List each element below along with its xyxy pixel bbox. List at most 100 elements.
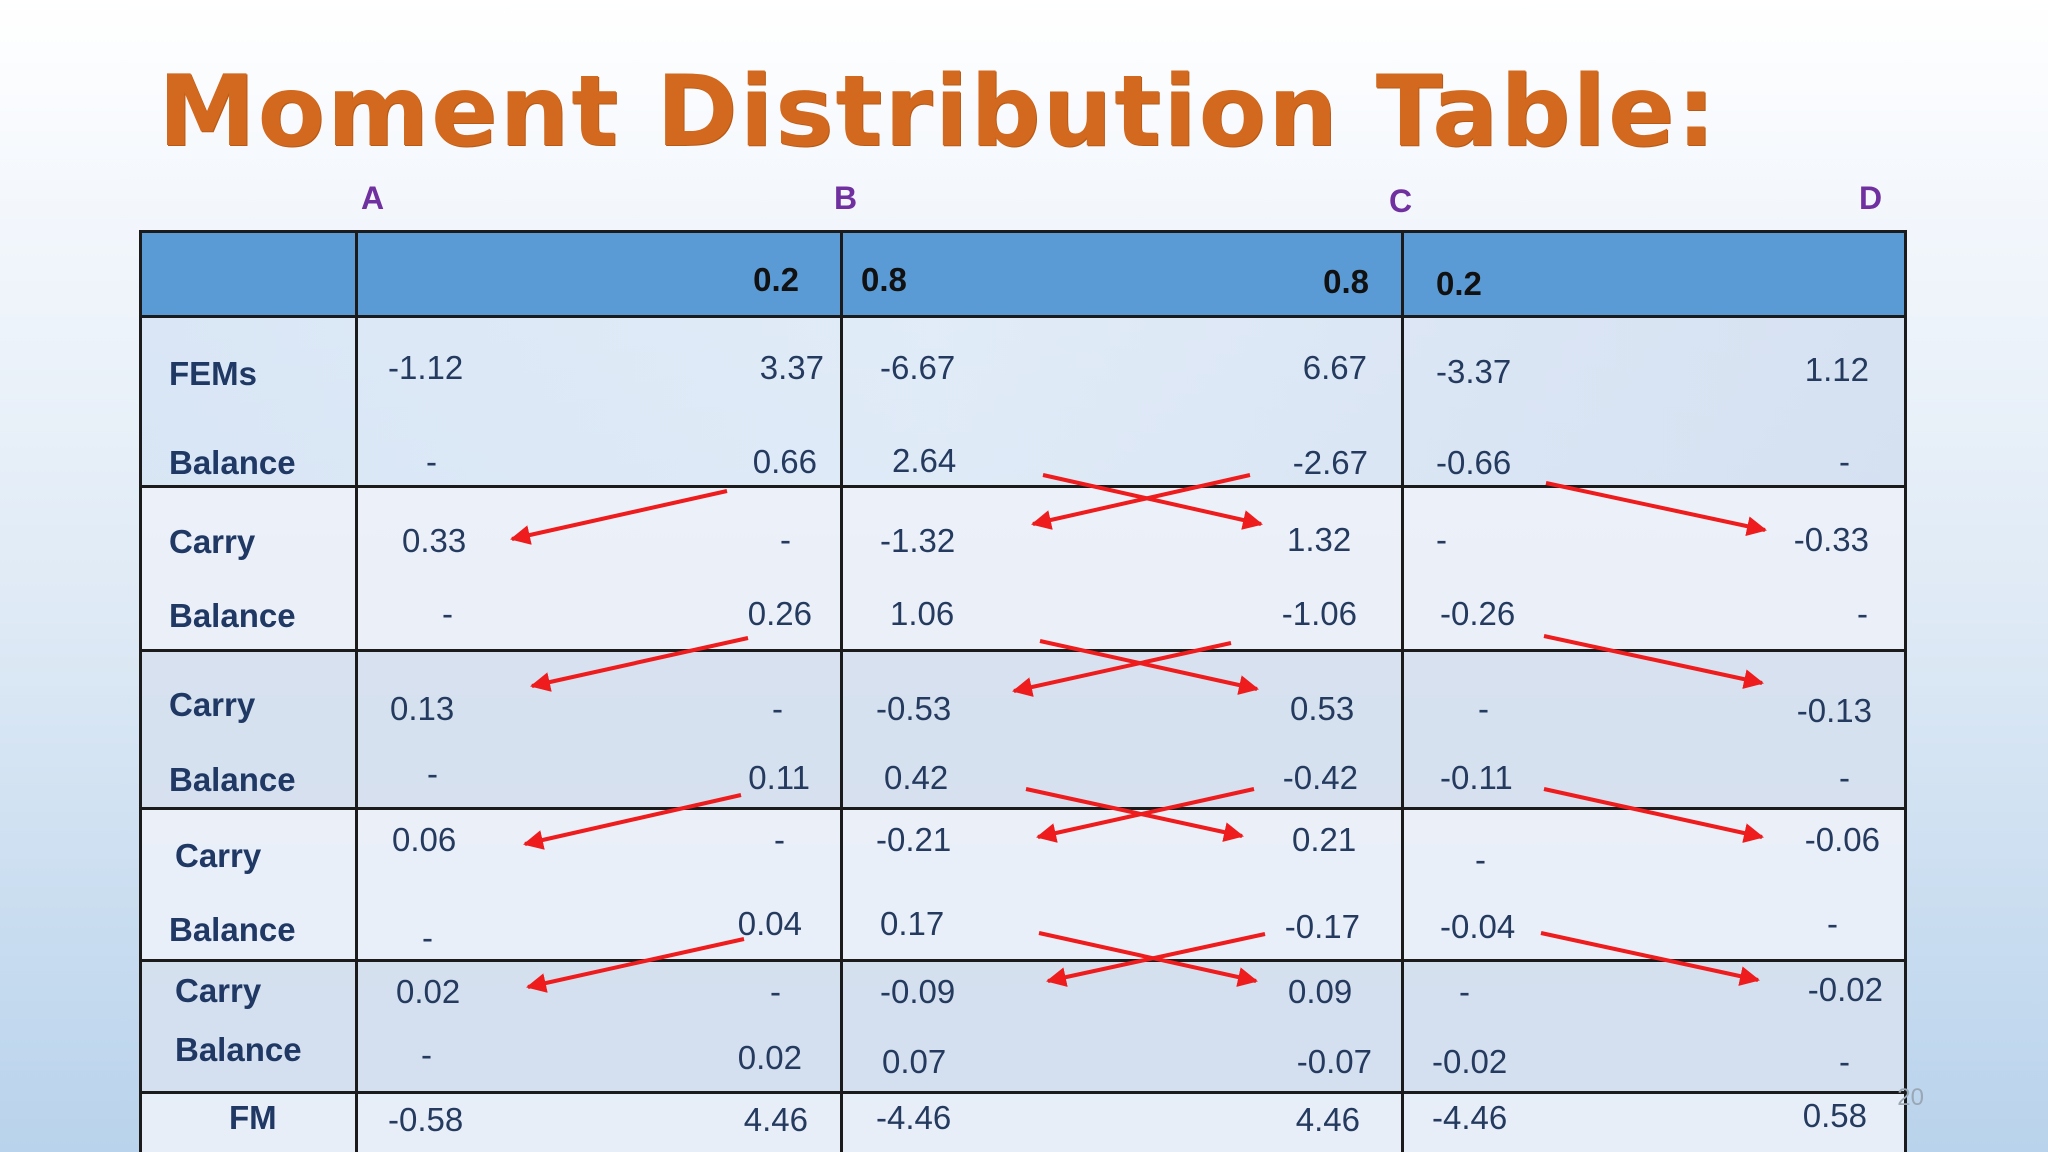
value-cell: -0.11 bbox=[1440, 759, 1513, 796]
row-divider bbox=[139, 485, 1907, 488]
column-divider bbox=[355, 230, 358, 1152]
row-label-fems: FEMs bbox=[169, 355, 258, 392]
value-cell: 0.04 bbox=[737, 905, 802, 942]
df-ab: 0.2 bbox=[753, 261, 799, 298]
value-cell: -0.02 bbox=[1432, 1043, 1508, 1080]
joint-label-b: B bbox=[834, 180, 858, 216]
value-cell: -4.46 bbox=[876, 1099, 952, 1136]
value-cell: - bbox=[1827, 905, 1838, 942]
table-border-right bbox=[1904, 230, 1907, 1152]
value-cell: 0.33 bbox=[402, 522, 467, 559]
value-cell: - bbox=[780, 521, 791, 558]
value-cell: 4.46 bbox=[1295, 1101, 1360, 1138]
row-band-5 bbox=[139, 960, 1907, 1092]
value-cell: 0.07 bbox=[882, 1043, 947, 1080]
carry-arrow bbox=[1545, 481, 1767, 537]
row-band-6 bbox=[139, 1092, 1907, 1152]
row-label-balance: Balance bbox=[169, 444, 296, 481]
value-cell: -0.66 bbox=[1436, 444, 1512, 481]
value-cell: 0.02 bbox=[396, 973, 461, 1010]
slide-title: Moment Distribution Table: bbox=[158, 55, 1718, 169]
row-label-carry: Carry bbox=[169, 523, 256, 560]
value-cell: 1.06 bbox=[890, 595, 955, 632]
carry-arrow bbox=[1039, 639, 1259, 695]
moment-distribution-table: 0.2 0.8 0.8 0.2 FEMs Balance Carry Balan… bbox=[139, 230, 1907, 1152]
row-divider bbox=[139, 807, 1907, 810]
value-cell: -2.67 bbox=[1292, 444, 1368, 481]
table-border-left bbox=[139, 230, 142, 1152]
row-label-balance: Balance bbox=[169, 761, 296, 798]
value-cell: 0.66 bbox=[752, 443, 817, 480]
value-cell: - bbox=[1478, 690, 1489, 727]
value-cell: -1.12 bbox=[388, 349, 464, 386]
value-cell: 0.58 bbox=[1802, 1097, 1867, 1134]
value-cell: 4.46 bbox=[743, 1101, 808, 1138]
value-cell: - bbox=[421, 1036, 432, 1073]
value-cell: 1.32 bbox=[1287, 521, 1352, 558]
row-label-balance: Balance bbox=[169, 597, 296, 634]
carry-arrow bbox=[1540, 931, 1760, 986]
value-cell: -0.09 bbox=[880, 973, 956, 1010]
value-cell: -0.42 bbox=[1282, 759, 1358, 796]
row-band-2 bbox=[139, 486, 1907, 650]
value-cell: - bbox=[772, 690, 783, 727]
value-cell: - bbox=[1459, 973, 1470, 1010]
value-cell: - bbox=[1839, 443, 1850, 480]
row-divider bbox=[139, 315, 1907, 318]
df-cb: 0.2 bbox=[1436, 265, 1482, 302]
value-cell: -0.53 bbox=[876, 690, 952, 727]
value-cell: 1.12 bbox=[1804, 351, 1869, 388]
row-label-carry: Carry bbox=[175, 837, 262, 874]
value-cell: -0.13 bbox=[1796, 692, 1872, 729]
row-band-1 bbox=[139, 316, 1907, 486]
carry-arrow bbox=[1012, 641, 1232, 697]
carry-arrow bbox=[510, 489, 728, 545]
carry-arrow bbox=[1025, 787, 1244, 842]
value-cell: - bbox=[422, 919, 433, 956]
row-label-balance: Balance bbox=[175, 1031, 302, 1068]
carry-arrow bbox=[1543, 787, 1764, 843]
value-cell: 0.02 bbox=[737, 1039, 802, 1076]
value-cell: -0.33 bbox=[1793, 521, 1869, 558]
value-cell: 3.37 bbox=[759, 349, 824, 386]
row-label-carry: Carry bbox=[175, 972, 262, 1009]
value-cell: 0.13 bbox=[390, 690, 455, 727]
value-cell: - bbox=[1839, 1043, 1850, 1080]
table-border-top bbox=[139, 230, 1907, 233]
value-cell: - bbox=[770, 973, 781, 1010]
carry-arrow bbox=[523, 793, 742, 850]
value-cell: - bbox=[426, 443, 437, 480]
joint-label-a: A bbox=[361, 180, 385, 216]
value-cell: - bbox=[1436, 521, 1447, 558]
value-cell: -6.67 bbox=[880, 349, 956, 386]
df-header-row bbox=[139, 230, 1907, 316]
row-band-4 bbox=[139, 808, 1907, 960]
df-ba: 0.8 bbox=[861, 261, 907, 298]
row-label-balance: Balance bbox=[169, 911, 296, 948]
value-cell: - bbox=[427, 755, 438, 792]
value-cell: -0.21 bbox=[876, 821, 952, 858]
value-cell: 0.17 bbox=[880, 905, 945, 942]
value-cell: 0.26 bbox=[747, 595, 812, 632]
value-cell: -1.32 bbox=[880, 522, 956, 559]
page-number: 20 bbox=[1897, 1084, 1924, 1111]
value-cell: 6.67 bbox=[1302, 349, 1367, 386]
row-label-fm: FM bbox=[229, 1099, 277, 1136]
joint-label-c: C bbox=[1389, 183, 1413, 219]
carry-arrow bbox=[530, 636, 749, 692]
carry-arrow bbox=[526, 937, 745, 993]
value-cell: -0.02 bbox=[1807, 971, 1883, 1008]
carry-arrow bbox=[1031, 473, 1251, 530]
df-bc: 0.8 bbox=[1323, 263, 1369, 300]
carry-arrow bbox=[1543, 634, 1764, 689]
carry-arrow bbox=[1042, 473, 1263, 530]
value-cell: 0.11 bbox=[748, 759, 810, 796]
row-divider bbox=[139, 1091, 1907, 1094]
value-cell: -0.04 bbox=[1440, 908, 1516, 945]
value-cell: - bbox=[442, 595, 453, 632]
value-cell: -3.37 bbox=[1436, 353, 1512, 390]
value-cell: -0.26 bbox=[1440, 595, 1516, 632]
value-cell: 0.42 bbox=[884, 759, 949, 796]
value-cell: 0.21 bbox=[1292, 821, 1357, 858]
